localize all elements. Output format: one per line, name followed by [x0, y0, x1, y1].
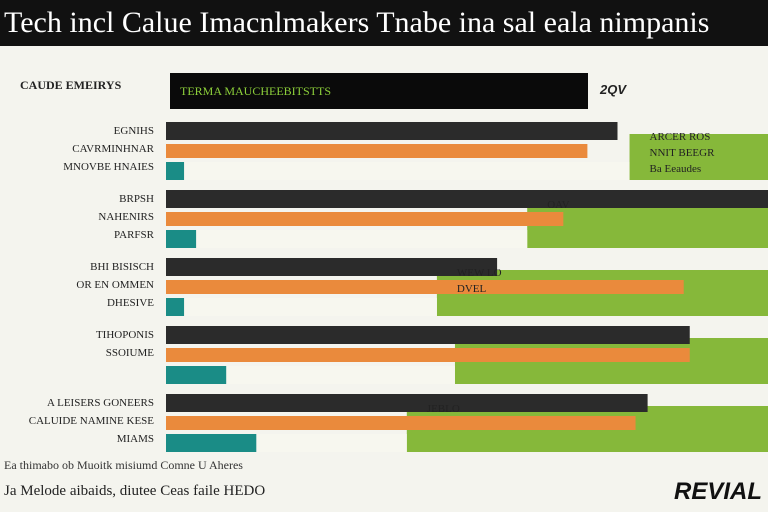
category-label: PARFSR [114, 229, 155, 241]
category-label: BHI BISISCH [90, 261, 154, 273]
bar-light [166, 162, 630, 180]
bar-teal [166, 162, 185, 180]
category-label: DHESIVE [107, 297, 154, 309]
chart-title: Tech incl Calue Imacnlmakers Tnabe ina s… [0, 0, 768, 46]
header-bar: TERMA MAUCHEEBITSTTS [170, 73, 588, 109]
bar-teal [166, 298, 185, 316]
annotation-label: JEBLO [427, 403, 460, 415]
footer-note: Ea thimabo ob Muoitk misiumd Comne U Ahe… [4, 458, 243, 472]
bar-orange [166, 416, 636, 430]
bar-light [166, 298, 437, 316]
category-label: SSOIUME [106, 347, 155, 359]
footer-source: Ja Melode aibaids, diutee Ceas faile HED… [4, 483, 266, 499]
header-value: 2QV [600, 82, 627, 97]
header-bar-text: TERMA MAUCHEEBITSTTS [180, 84, 332, 98]
brand-logo: REVIAL [673, 478, 762, 505]
bar-teal [166, 230, 197, 248]
category-label: MNOVBE HNAIES [63, 161, 154, 173]
category-label: TIHOPONIS [96, 329, 154, 341]
bar-orange [166, 280, 684, 294]
bar-black [166, 258, 498, 276]
bar-orange [166, 212, 564, 226]
category-label: NAHENIRS [98, 211, 154, 223]
category-label: EGNIHS [114, 125, 154, 137]
bar-black [166, 326, 690, 344]
header-label: CAUDE EMEIRYS [20, 78, 122, 92]
bar-chart: EGNIHS CAVRMINHNAR MNOVBE HNAIES ARCER ROS N… [29, 122, 768, 452]
category-label: CALUIDE NAMINE KESE [29, 415, 155, 427]
bar-orange [166, 348, 690, 362]
bar-teal [166, 366, 227, 384]
bar-light [166, 230, 528, 248]
category-label: CAVRMINHNAR [72, 143, 154, 155]
annotation-label: ARCER ROS [650, 131, 711, 143]
bar-orange [166, 144, 588, 158]
bar-black [166, 394, 648, 412]
category-label: BRPSH [119, 193, 154, 205]
bar-green [629, 134, 768, 180]
annotation-label: NNIT BEEGR [650, 147, 716, 159]
bar-teal [166, 434, 257, 452]
annotation-label: WEW LO [457, 267, 502, 279]
category-label: OR EN OMMEN [76, 279, 154, 291]
annotation-label: DVEL [457, 283, 487, 295]
annotation-label: Ba Eeaudes [650, 163, 702, 175]
bar-green [527, 202, 768, 248]
category-label: MIAMS [117, 433, 154, 445]
annotation-label: OAV [547, 199, 569, 211]
bar-black [166, 122, 618, 140]
category-label: A LEISERS GONEERS [47, 397, 154, 409]
bar-black [166, 190, 768, 208]
bar-light [166, 366, 455, 384]
